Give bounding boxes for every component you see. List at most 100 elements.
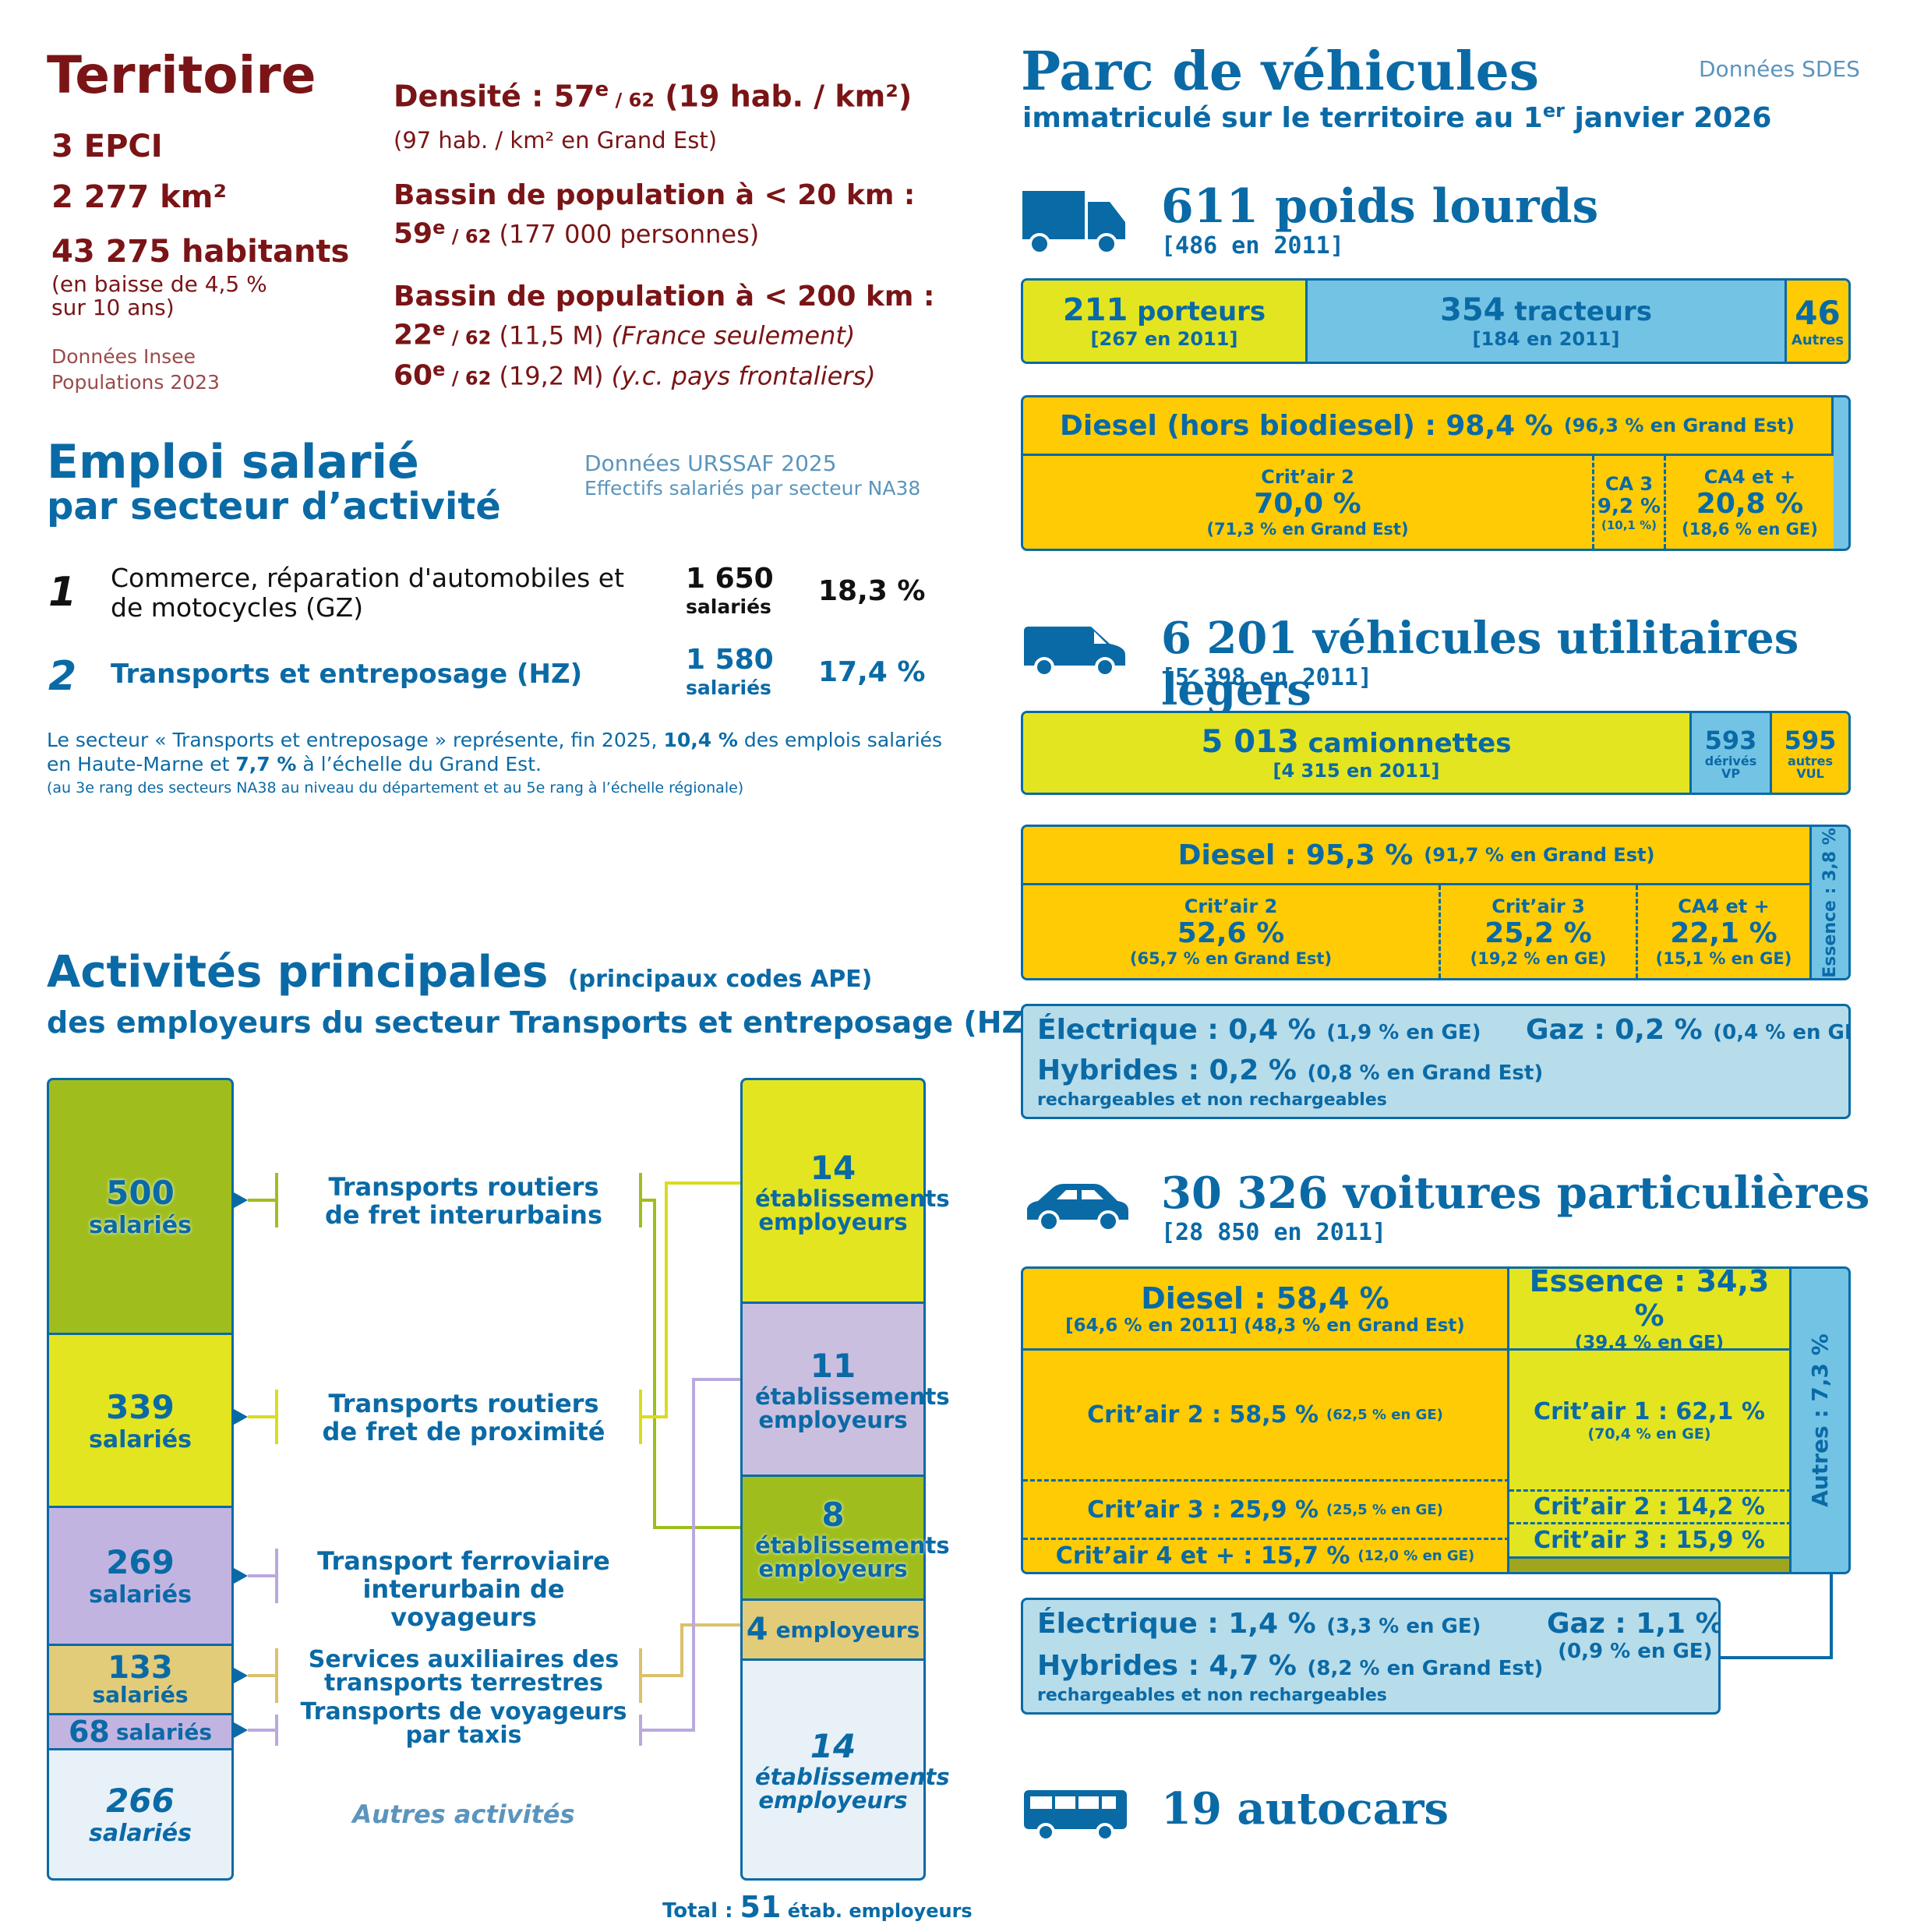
unit: établissements employeurs — [755, 1185, 950, 1235]
stack-fret-interurbains: 500 salariés — [47, 1078, 234, 1335]
rank-1-badge: 1 — [48, 569, 77, 616]
value: 266 — [106, 1782, 175, 1820]
label-fret-proximite: Transports routiers de fret de proximité — [322, 1389, 605, 1446]
value: 339 — [106, 1387, 175, 1426]
vp-essence-other — [1509, 1556, 1792, 1572]
value: 8 — [821, 1495, 845, 1534]
baisse-line-1: (en baisse de 4,5 % — [51, 271, 267, 297]
vp-diesel-critair-4: Crit’air 4 et + : 15,7 % (12,0 % en GE) — [1023, 1538, 1509, 1572]
vul-critair-3: Crit’air 3 25,2 % (19,2 % en GE) — [1439, 885, 1638, 978]
bassin-200-frontaliers: 60e / 62 (19,2 M) (y.c. pays frontaliers… — [394, 358, 876, 392]
vul-critair-2: Crit’air 2 52,6 % (65,7 % en Grand Est) — [1023, 885, 1439, 978]
unit: salariés — [92, 1682, 189, 1708]
vul-hybrides-note: rechargeables et non rechargeables — [1037, 1090, 1387, 1110]
insee-source-2: Populations 2023 — [51, 371, 220, 394]
vp-essence-header: Essence : 34,3 % (39,4 % en GE) — [1509, 1269, 1792, 1353]
unit: salariés — [89, 1820, 192, 1847]
pl-title: 611 poids lourds — [1161, 179, 1599, 234]
densite-grand-est: (97 hab. / km² en Grand Est) — [394, 127, 718, 154]
estab-services: 4 employeurs — [740, 1598, 926, 1661]
vp-essence-critair-1: Crit’air 1 : 62,1 % (70,4 % en GE) — [1509, 1351, 1792, 1489]
unit: salariés — [89, 1212, 192, 1239]
urssaf-source-1: Données URSSAF 2025 — [584, 450, 837, 476]
vp-diesel-critair-3: Crit’air 3 : 25,9 % (25,5 % en GE) — [1023, 1479, 1509, 1538]
label-taxis: Transports de voyageurs par taxis — [300, 1698, 627, 1749]
pl-diesel-header: Diesel (hors biodiesel) : 98,4 % (96,3 % … — [1023, 397, 1834, 456]
row-1-pct: 18,3 % — [818, 575, 926, 607]
insee-source-1: Données Insee — [51, 345, 196, 368]
unit: employeurs — [775, 1616, 920, 1643]
vul-gaz: Gaz : 0,2 % (0,4 % en GE) — [1526, 1014, 1848, 1046]
value: 4 — [746, 1612, 768, 1648]
vul-ref: [5 398 en 2011] — [1161, 664, 1372, 691]
estab-ferroviaire: 8 établissements employeurs — [740, 1475, 950, 1601]
habitants: 43 275 habitants — [51, 234, 350, 270]
parc-title: Parc de véhicules — [1021, 41, 1540, 103]
activites-subtitle: des employeurs du secteur Transports et … — [47, 1005, 1037, 1040]
stack-fret-proximite: 339 salariés — [47, 1333, 234, 1508]
bassin-20-title: Bassin de population à < 20 km : — [394, 179, 916, 211]
urssaf-source-2: Effectifs salariés par secteur NA38 — [584, 477, 921, 500]
vul-type-bar: 5 013 camionnettes [4 315 en 2011] 593 d… — [1021, 711, 1851, 795]
vp-diesel-critair-2: Crit’air 2 : 58,5 % (62,5 % en GE) — [1023, 1351, 1509, 1479]
stack-autres: 266 salariés — [47, 1748, 234, 1881]
activites-title: Activités principales (principaux codes … — [47, 947, 873, 998]
vp-electrique: Électrique : 1,4 % (3,3 % en GE) — [1037, 1608, 1481, 1640]
emploi-note-2: en Haute-Marne et 7,7 % à l’échelle du G… — [47, 753, 542, 775]
vp-ref: [28 850 en 2011] — [1161, 1219, 1386, 1246]
row-1-unit: salariés — [686, 595, 771, 618]
label-autres-activites: Autres activités — [352, 1800, 575, 1829]
territoire-title: Territoire — [47, 45, 316, 105]
stack-taxis: 68 salariés — [47, 1713, 234, 1750]
area: 2 277 km² — [51, 179, 227, 215]
value: 68 — [68, 1715, 110, 1749]
vp-autres-strip: Autres : 7,3 % — [1792, 1269, 1848, 1572]
stack-ferroviaire: 269 salariés — [47, 1506, 234, 1646]
vp-essence-critair-3: Crit’air 3 : 15,9 % — [1509, 1522, 1792, 1556]
baisse-line-2: sur 10 ans) — [51, 295, 175, 320]
value: 133 — [108, 1650, 173, 1686]
camionnettes-cell: 5 013 camionnettes [4 315 en 2011] — [1023, 713, 1692, 793]
epci-count: 3 EPCI — [51, 129, 163, 164]
rank-2-badge: 2 — [48, 653, 77, 700]
vul-critair-4: CA4 et + 22,1 % (15,1 % en GE) — [1638, 885, 1812, 978]
vul-alt-energy: Électrique : 0,4 % (1,9 % en GE) Gaz : 0… — [1021, 1004, 1851, 1119]
connector-lines — [234, 1173, 740, 1746]
vul-diesel-header: Diesel : 95,3 % (91,7 % en Grand Est) — [1023, 827, 1812, 885]
value: 11 — [810, 1347, 856, 1385]
vp-diesel-header: Diesel : 58,4 % [64,6 % en 2011] (48,3 %… — [1023, 1269, 1509, 1351]
row-1-label-2: de motocycles (GZ) — [111, 592, 364, 623]
vul-electrique: Électrique : 0,4 % (1,9 % en GE) — [1037, 1014, 1481, 1046]
total-employeurs: Total : 51 étab. employeurs — [662, 1890, 973, 1924]
pl-energy-bar: Diesel (hors biodiesel) : 98,4 % (96,3 % … — [1021, 395, 1851, 551]
densite: Densité : 57e / 62 (19 hab. / km²) — [394, 78, 913, 114]
row-2-unit: salariés — [686, 676, 771, 699]
bassin-20-value: 59e / 62 (177 000 personnes) — [394, 217, 760, 250]
unit: établissements employeurs — [755, 1764, 950, 1814]
car-icon — [1022, 1181, 1131, 1235]
pl-autres-cell: 46 Autres — [1787, 281, 1848, 362]
emploi-subtitle: par secteur d’activité — [47, 485, 501, 528]
bassin-200-title: Bassin de population à < 200 km : — [394, 281, 935, 313]
row-1-count: 1 650 — [686, 563, 774, 595]
vp-gaz: Gaz : 1,1 % (0,9 % en GE) — [1547, 1608, 1721, 1663]
row-2-pct: 17,4 % — [818, 656, 926, 688]
row-1-label-1: Commerce, réparation d'automobiles et — [111, 563, 625, 593]
pl-ref: [486 en 2011] — [1161, 232, 1344, 260]
bus-icon — [1022, 1789, 1130, 1843]
pl-critair-4: CA4 et + 20,8 % (18,6 % en GE) — [1666, 456, 1834, 549]
estab-autres: 14 établissements employeurs — [740, 1658, 950, 1881]
vul-essence-strip: Essence : 3,8 % — [1812, 827, 1848, 978]
estab-fret-interurbains: 14 établissements employeurs — [740, 1078, 950, 1304]
value: 269 — [106, 1543, 175, 1581]
unit: établissements employeurs — [755, 1531, 950, 1582]
vp-autres-connector — [1714, 1572, 1833, 1659]
truck-icon — [1022, 191, 1128, 257]
vp-hybrides: Hybrides : 4,7 % (8,2 % en Grand Est) — [1037, 1650, 1544, 1682]
pl-critair-3: CA 3 9,2 % (10,1 %) — [1592, 456, 1666, 549]
pl-type-bar: 211 porteurs [267 en 2011] 354 tracteurs… — [1021, 278, 1851, 364]
vp-essence-critair-2: Crit’air 2 : 14,2 % — [1509, 1489, 1792, 1522]
vp-alt-energy: Électrique : 1,4 % (3,3 % en GE) Gaz : 1… — [1021, 1598, 1721, 1715]
vp-hybrides-note: rechargeables et non rechargeables — [1037, 1686, 1387, 1705]
estab-fret-proximite: 11 établissements employeurs — [740, 1302, 950, 1477]
